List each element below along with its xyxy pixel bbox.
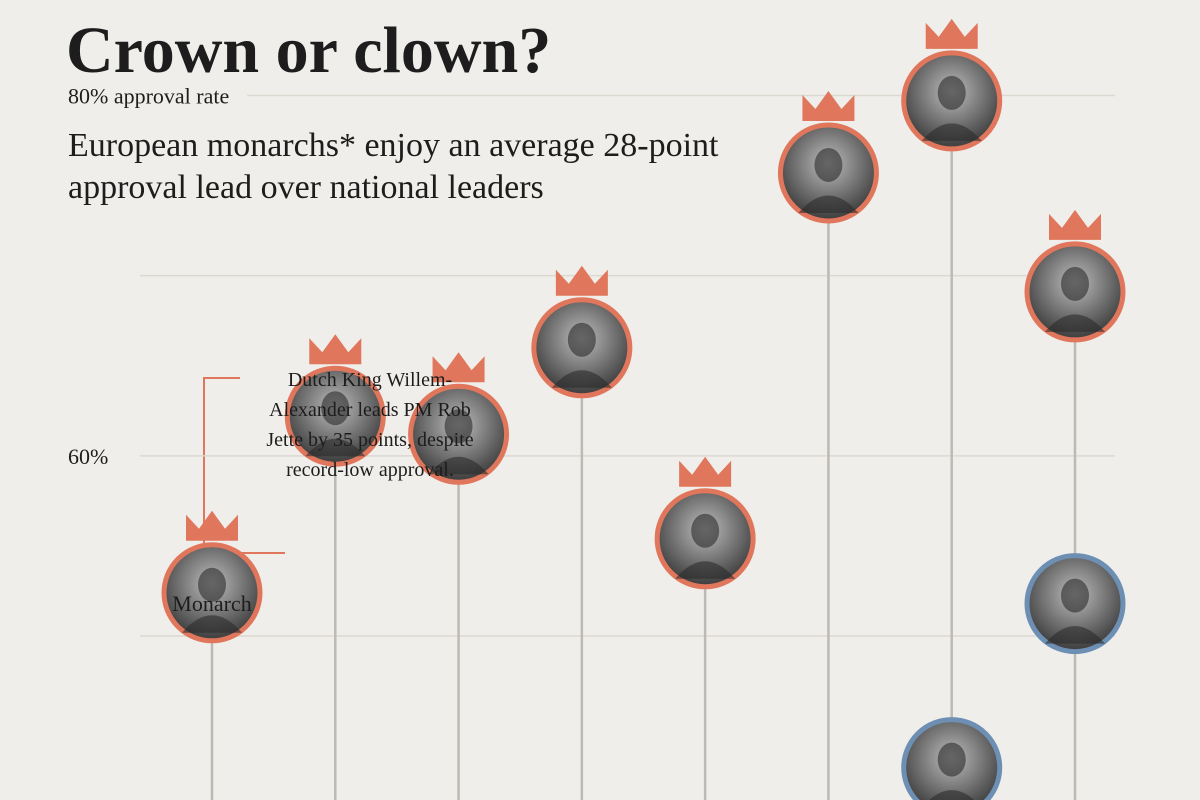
y-tick-label: 80% approval rate (68, 83, 229, 108)
y-tick-label: 60% (68, 444, 108, 469)
subtitle: European monarchs* enjoy an average 28-p… (68, 127, 719, 164)
crown (432, 352, 485, 383)
portrait-figure (675, 513, 736, 579)
legend-label: Monarch (172, 591, 251, 616)
crown (679, 456, 732, 487)
crown (186, 510, 238, 541)
crown (1049, 209, 1101, 240)
portrait-figure (182, 567, 242, 633)
portrait-figure (305, 391, 366, 457)
subtitle: approval lead over national leaders (68, 169, 544, 206)
annotation: Jette by 35 points, despite (266, 429, 473, 451)
chart-title: Crown or clown? (66, 14, 551, 87)
portrait-figure (921, 75, 982, 141)
annotation: record-low approval. (286, 459, 454, 481)
annotation-bracket (203, 377, 285, 554)
bracket-line (203, 377, 285, 554)
portrait-figure (929, 742, 975, 800)
portrait-figure (428, 409, 489, 475)
annotation: Alexander leads PM Rob (269, 399, 471, 421)
annotation: Dutch King Willem- (288, 369, 452, 391)
portrait-figure (551, 322, 612, 388)
portrait-figure (1045, 266, 1105, 332)
crown (309, 334, 362, 365)
portrait-figure (798, 147, 859, 213)
portrait-figure (1045, 578, 1105, 644)
crown (555, 265, 608, 296)
crown (925, 18, 978, 49)
crown (802, 90, 855, 121)
